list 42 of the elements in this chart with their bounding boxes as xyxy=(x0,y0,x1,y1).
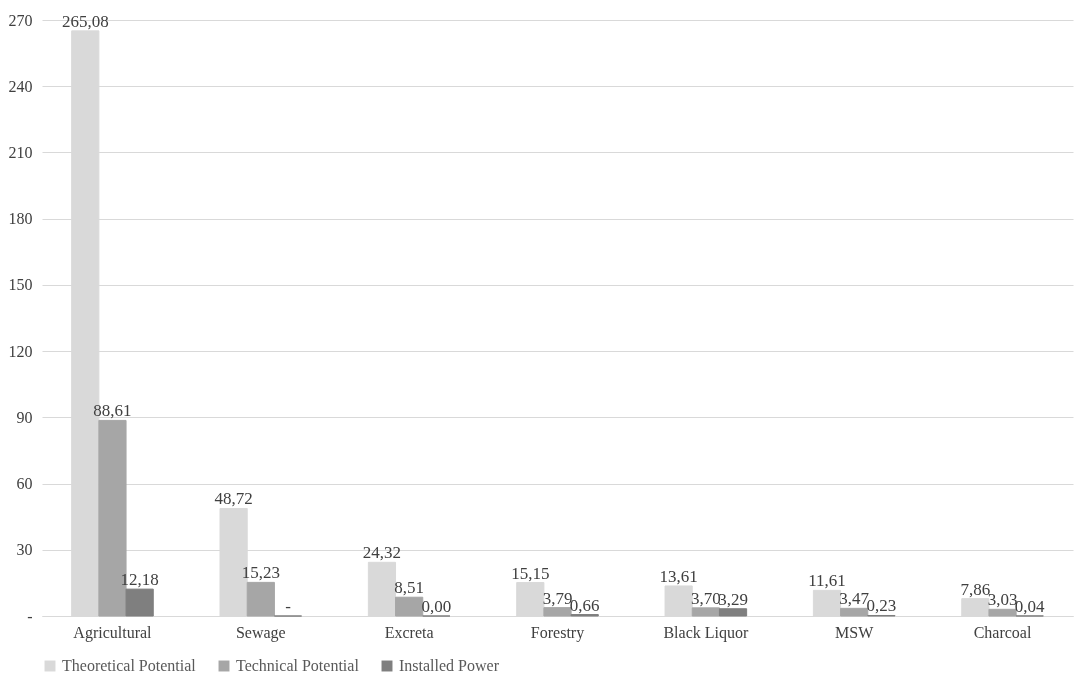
x-tick-label: Sewage xyxy=(235,623,286,642)
x-tick-label: MSW xyxy=(835,623,875,641)
y-tick-label: 150 xyxy=(8,276,33,294)
y-tick-label: 210 xyxy=(8,143,33,161)
data-label: 13,61 xyxy=(659,566,698,586)
y-tick-label: - xyxy=(27,607,33,625)
legend-label: Installed Power xyxy=(399,657,500,674)
y-tick-label: 120 xyxy=(8,342,33,360)
x-tick-label: Charcoal xyxy=(973,623,1032,641)
bar xyxy=(395,596,424,617)
data-label: 24,32 xyxy=(362,543,402,563)
bar xyxy=(125,588,154,617)
data-label: 15,23 xyxy=(241,563,280,583)
data-label: 265,08 xyxy=(61,11,109,31)
y-tick-label: 270 xyxy=(8,11,33,29)
bar xyxy=(988,608,1017,617)
x-tick-label: Black Liquor xyxy=(663,623,749,642)
bar xyxy=(718,608,748,617)
data-label: 15,15 xyxy=(511,563,550,583)
data-label: 3,29 xyxy=(718,589,748,609)
y-tick-label: 60 xyxy=(16,475,33,493)
y-tick-label: 180 xyxy=(8,210,33,228)
bar xyxy=(691,607,720,617)
data-label: 88,61 xyxy=(93,401,132,421)
data-label: 8,51 xyxy=(394,578,425,598)
x-tick-label: Agricultural xyxy=(73,623,153,642)
x-tick-label: Excreta xyxy=(384,623,434,641)
bar xyxy=(246,581,275,617)
data-label: - xyxy=(285,597,292,616)
y-tick-label: 90 xyxy=(16,408,33,426)
data-label: 48,72 xyxy=(214,489,253,509)
x-tick-label: Forestry xyxy=(530,623,585,642)
legend-label: Technical Potential xyxy=(236,657,360,674)
bar xyxy=(543,607,572,617)
data-label: 3,70 xyxy=(690,588,721,608)
y-tick-label: 30 xyxy=(16,541,33,559)
legend-label: Theoretical Potential xyxy=(62,657,197,674)
data-label: 11,61 xyxy=(808,571,846,591)
data-label: 0,00 xyxy=(421,597,452,616)
data-label: 12,18 xyxy=(120,570,159,590)
y-tick-label: 240 xyxy=(8,77,33,95)
bar xyxy=(840,607,869,617)
